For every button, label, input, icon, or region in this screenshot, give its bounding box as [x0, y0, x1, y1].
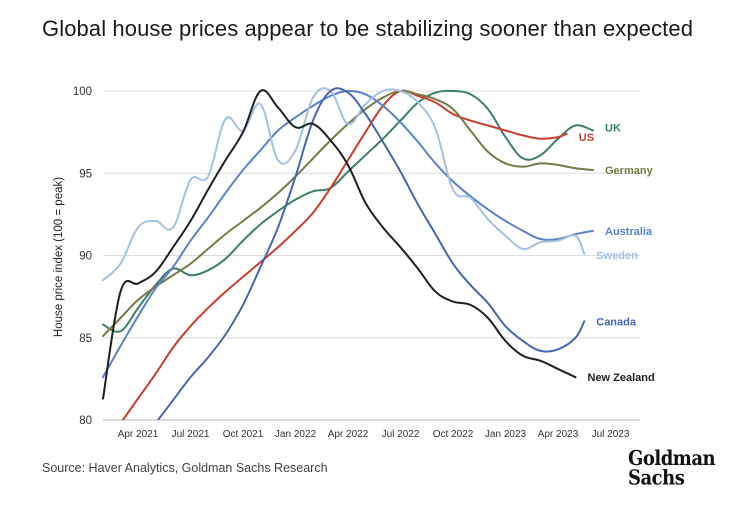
source-note: Source: Haver Analytics, Goldman Sachs R… — [42, 461, 328, 475]
x-tick-4: Apr 2022 — [328, 429, 369, 440]
y-tick-labels: 80 85 90 95 100 — [73, 86, 92, 427]
logo-line-1: Goldman — [628, 446, 716, 471]
x-tick-7: Jan 2023 — [485, 429, 527, 440]
chart-title: Global house prices appear to be stabili… — [42, 16, 694, 41]
series-line-new-zealand — [102, 89, 577, 400]
series-line-australia — [102, 89, 594, 379]
x-tick-9: Jul 2023 — [592, 429, 630, 440]
x-tick-0: Apr 2021 — [118, 429, 159, 440]
y-tick-85: 85 — [79, 333, 92, 345]
series-line-sweden — [102, 87, 586, 282]
series-line-uk — [102, 89, 594, 333]
series-label-germany: Germany — [605, 165, 654, 177]
y-tick-95: 95 — [79, 168, 92, 180]
series-label-uk: UK — [605, 122, 621, 134]
y-tick-90: 90 — [79, 251, 92, 263]
series-line-us — [121, 89, 568, 420]
y-tick-100: 100 — [73, 86, 92, 98]
x-tick-6: Oct 2022 — [433, 429, 474, 440]
series-label-us: US — [579, 132, 594, 144]
series-label-sweden: Sweden — [596, 250, 638, 262]
x-tick-2: Oct 2021 — [223, 429, 264, 440]
x-tick-5: Jul 2022 — [382, 429, 420, 440]
series-label-new-zealand: New Zealand — [588, 372, 655, 384]
series-label-canada: Canada — [596, 316, 637, 328]
grid-lines — [103, 90, 640, 421]
logo-line-2: Sachs — [628, 466, 685, 491]
goldman-sachs-logo: Goldman Sachs — [628, 446, 716, 491]
y-axis-label: House price index (100 = peak) — [53, 177, 65, 337]
x-tick-3: Jan 2022 — [275, 429, 317, 440]
series-labels: UK US Germany Australia Sweden Canada New Zeal… — [579, 122, 655, 384]
x-tick-8: Apr 2023 — [538, 429, 579, 440]
y-tick-80: 80 — [79, 415, 92, 427]
series-line-germany — [102, 89, 594, 338]
series-lines — [102, 87, 594, 420]
series-line-canada — [156, 87, 586, 420]
x-tick-1: Jul 2021 — [172, 429, 210, 440]
series-label-australia: Australia — [605, 226, 653, 238]
x-tick-labels: Apr 2021 Jul 2021 Oct 2021 Jan 2022 Apr 2022… — [118, 429, 630, 440]
